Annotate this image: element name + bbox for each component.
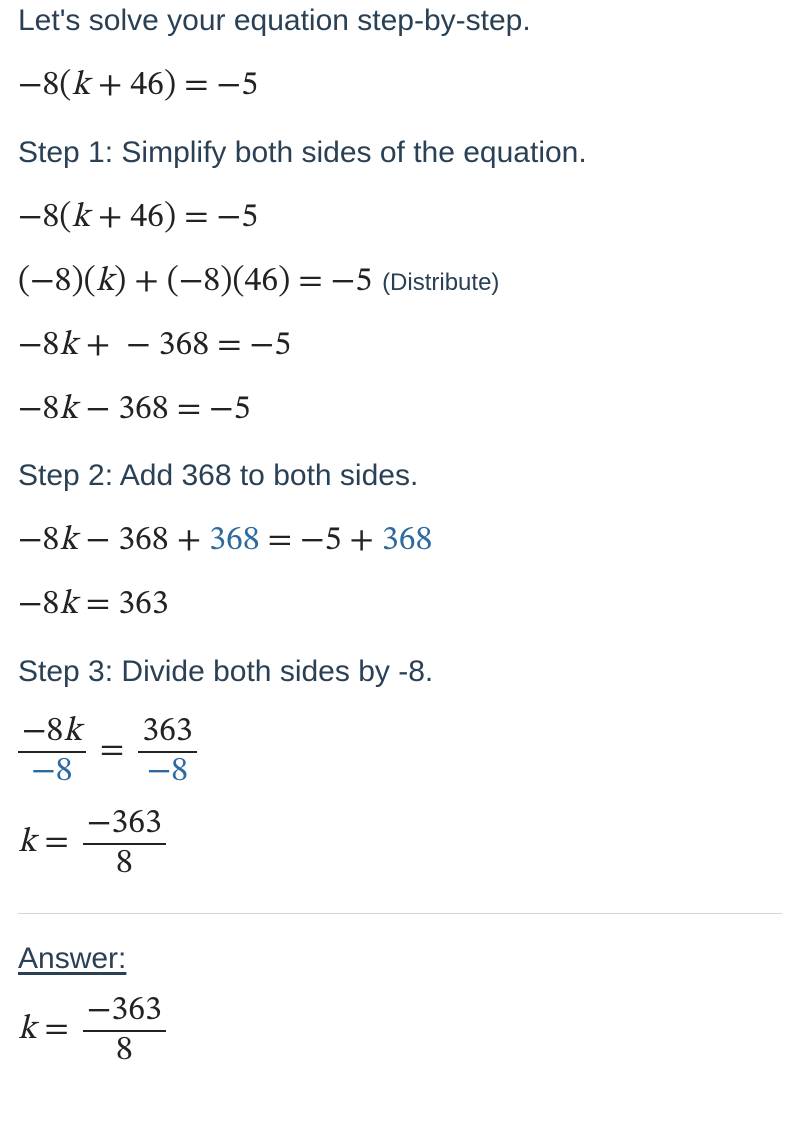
step1-line1: −8(k + 46) = −5	[18, 196, 782, 242]
step3-frac-right: 363 −8	[138, 715, 197, 789]
step3-fraction-line: −8k −8 = 363 −8	[18, 715, 782, 789]
step2-add-right: 368	[382, 524, 433, 558]
step3-label: Step 3: Divide both sides by -8.	[18, 651, 782, 693]
step3-frac-right-num: 363	[138, 715, 197, 753]
divider	[18, 913, 782, 914]
answer-label: Answer:	[18, 942, 782, 976]
answer-frac-num: −363	[83, 994, 166, 1032]
answer-frac: −363 8	[83, 994, 166, 1068]
answer-frac-den: 8	[83, 1032, 166, 1068]
distribute-note: (Distribute)	[382, 269, 499, 296]
step2-line2: −8k = 363	[18, 583, 782, 629]
intro-text: Let's solve your equation step-by-step.	[18, 0, 782, 42]
step1-line4: −8k − 368 = −5	[18, 388, 782, 434]
step3-frac-right-den: −8	[138, 753, 197, 789]
step3-result-num: −363	[83, 807, 166, 845]
answer-equation: k = −363 8	[18, 994, 782, 1068]
original-equation: −8(k + 46) = −5	[18, 64, 782, 110]
step3-result: k = −363 8	[18, 807, 782, 881]
step3-frac-left: −8k −8	[18, 715, 86, 789]
step1-line2: (−8)(k) + (−8)(46) = −5(Distribute)	[18, 260, 782, 306]
step1-label: Step 1: Simplify both sides of the equat…	[18, 132, 782, 174]
step2-add-left: 368	[209, 524, 260, 558]
step3-frac-left-den: −8	[18, 753, 86, 789]
step2-line1: −8k − 368 + 368 = −5 + 368	[18, 519, 782, 565]
step3-result-frac: −363 8	[83, 807, 166, 881]
step2-label: Step 2: Add 368 to both sides.	[18, 455, 782, 497]
step3-result-den: 8	[83, 845, 166, 881]
step1-line3: −8k + − 368 = −5	[18, 324, 782, 370]
